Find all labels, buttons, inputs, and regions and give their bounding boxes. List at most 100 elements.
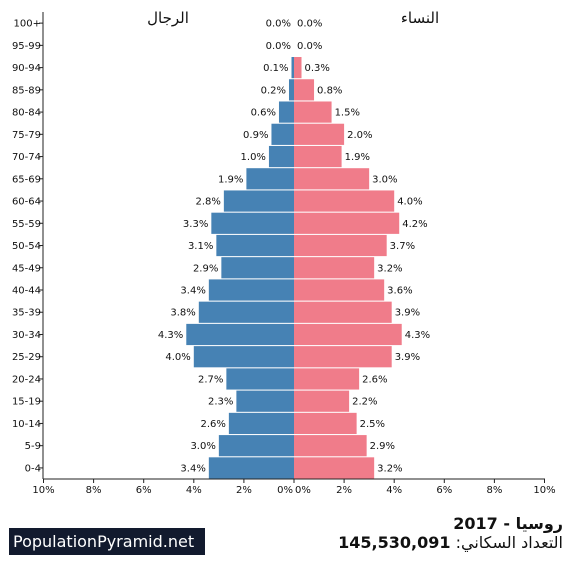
female-value-label: 3.9% — [395, 308, 420, 319]
female-value-label: 3.6% — [387, 286, 412, 297]
male-value-label: 0.0% — [266, 41, 291, 52]
male-value-label: 2.3% — [208, 397, 233, 408]
male-value-label: 0.2% — [261, 85, 286, 96]
female-value-label: 4.3% — [405, 330, 430, 341]
x-tick-label: 4% — [386, 485, 402, 496]
age-group-label: 5-9 — [25, 441, 41, 452]
male-value-label: 1.9% — [218, 174, 243, 185]
age-group-label: 100+ — [14, 19, 41, 30]
age-group-label: 80-84 — [12, 108, 41, 119]
age-group-label: 55-59 — [12, 219, 41, 230]
male-value-label: 0.1% — [263, 63, 288, 74]
male-bar — [246, 168, 294, 190]
age-group-label: 45-49 — [12, 263, 41, 274]
male-value-label: 3.4% — [180, 286, 205, 297]
male-bar — [291, 57, 294, 79]
male-value-label: 3.3% — [183, 219, 208, 230]
male-bar — [278, 101, 294, 123]
male-bar — [208, 279, 294, 301]
female-value-label: 2.6% — [362, 374, 387, 385]
male-bar — [226, 368, 294, 390]
male-bar — [198, 301, 294, 323]
age-group-label: 95-99 — [12, 41, 41, 52]
female-bar — [294, 457, 375, 479]
female-bar — [294, 346, 392, 368]
age-group-label: 50-54 — [12, 241, 41, 252]
chart-axes: 100+ 95-99 90-94 85-89 80-84 75-79 70-74 65-69 6… — [12, 12, 556, 496]
female-bar — [294, 168, 370, 190]
female-bar — [294, 234, 387, 257]
male-bar — [228, 412, 294, 435]
female-value-label: 4.2% — [402, 219, 427, 230]
population-total: التعداد السكاني: 145,530,091 — [338, 533, 563, 552]
age-group-label: 30-34 — [12, 330, 41, 341]
brand-badge[interactable]: PopulationPyramid.net — [9, 528, 205, 555]
female-value-label: 2.0% — [347, 130, 372, 141]
x-tick-label: 2% — [336, 485, 352, 496]
female-value-label: 4.0% — [397, 197, 422, 208]
men-title: الرجال — [147, 9, 189, 27]
female-bar — [294, 257, 375, 279]
age-group-label: 10-14 — [12, 419, 41, 430]
population-value: 145,530,091 — [338, 533, 451, 552]
female-value-label: 3.9% — [395, 352, 420, 363]
male-bar — [186, 323, 294, 346]
female-bar — [294, 301, 392, 323]
male-bar — [288, 79, 294, 101]
female-bar — [294, 390, 350, 412]
age-group-label: 0-4 — [25, 463, 41, 474]
male-value-label: 2.9% — [193, 263, 218, 274]
female-value-label: 0.8% — [317, 85, 342, 96]
male-bar — [271, 123, 294, 145]
male-value-label: 0.0% — [266, 19, 291, 30]
male-bar — [223, 190, 294, 212]
female-bar — [294, 368, 360, 390]
x-tick-label: 6% — [136, 485, 152, 496]
female-value-label: 2.9% — [370, 441, 395, 452]
x-tick-label: 0% — [277, 485, 293, 496]
female-value-label: 0.0% — [297, 19, 322, 30]
male-bar — [208, 457, 294, 479]
age-group-label: 40-44 — [12, 286, 41, 297]
age-group-label: 25-29 — [12, 352, 41, 363]
country-year-title: روسيا - 2017 — [453, 514, 563, 533]
age-group-label: 65-69 — [12, 174, 41, 185]
female-bar — [294, 212, 400, 234]
age-group-label: 85-89 — [12, 85, 41, 96]
male-value-label: 3.1% — [188, 241, 213, 252]
male-value-label: 3.8% — [170, 308, 195, 319]
male-bar — [193, 346, 294, 368]
x-tick-label: 10% — [32, 485, 54, 496]
female-value-label: 2.5% — [360, 419, 385, 430]
male-bar — [218, 435, 294, 457]
male-value-label: 2.6% — [200, 419, 225, 430]
female-value-label: 0.3% — [305, 63, 330, 74]
value-labels: 0.0% 0.0% 0.0% 0.0% 0.1% 0.3% 0.2% 0.8% 0.6% 1.5%… — [158, 19, 430, 475]
age-group-label: 20-24 — [12, 374, 41, 385]
male-value-label: 1.0% — [241, 152, 266, 163]
female-value-label: 3.7% — [390, 241, 415, 252]
x-tick-label: 2% — [236, 485, 252, 496]
male-value-label: 2.8% — [195, 197, 220, 208]
female-value-label: 3.0% — [372, 174, 397, 185]
female-bars — [294, 57, 402, 479]
age-group-label: 60-64 — [12, 197, 41, 208]
male-value-label: 2.7% — [198, 374, 223, 385]
x-tick-label: 0% — [295, 485, 311, 496]
male-bar — [216, 234, 294, 257]
female-bar — [294, 57, 302, 79]
male-value-label: 4.0% — [165, 352, 190, 363]
female-value-label: 2.2% — [352, 397, 377, 408]
x-tick-label: 10% — [533, 485, 555, 496]
male-bar — [221, 257, 294, 279]
female-bar — [294, 79, 315, 101]
age-group-label: 75-79 — [12, 130, 41, 141]
x-tick-label: 4% — [186, 485, 202, 496]
female-bar — [294, 279, 385, 301]
female-value-label: 1.9% — [345, 152, 370, 163]
female-value-label: 3.2% — [377, 463, 402, 474]
age-group-label: 90-94 — [12, 63, 41, 74]
male-value-label: 3.0% — [190, 441, 215, 452]
age-group-label: 15-19 — [12, 397, 41, 408]
female-bar — [294, 190, 395, 212]
